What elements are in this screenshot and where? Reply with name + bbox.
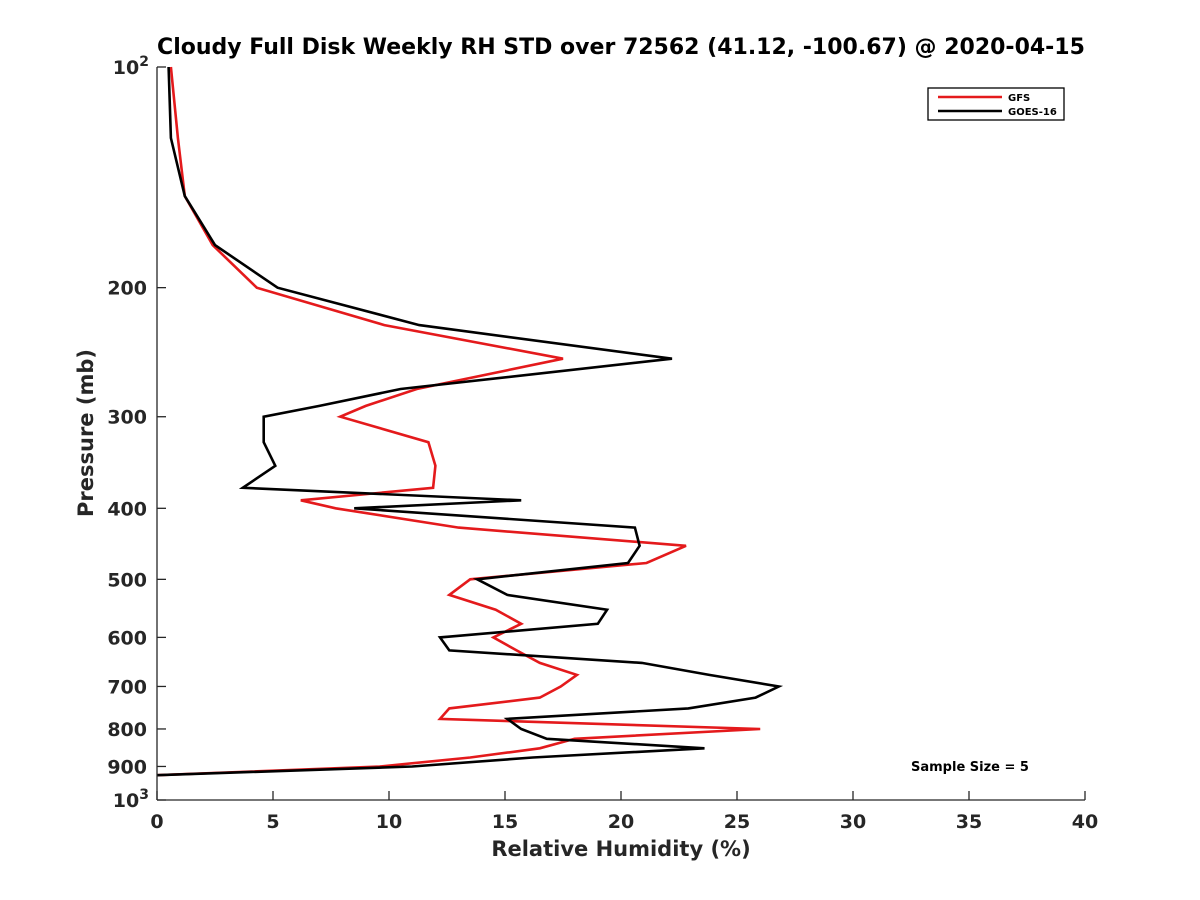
y-tick-label: 900 [107, 756, 147, 778]
legend: GFS GOES-16 [927, 87, 1065, 121]
plot-area [157, 67, 1085, 800]
y-tick-label: 103 [113, 787, 149, 812]
x-tick-label: 30 [840, 811, 866, 833]
x-tick-label: 10 [376, 811, 402, 833]
x-axis-title: Relative Humidity (%) [491, 837, 750, 861]
y-tick-label: 700 [107, 676, 147, 698]
legend-label: GFS [1008, 93, 1030, 104]
sample-size-annotation: Sample Size = 5 [911, 760, 1029, 775]
y-tick-label: 600 [107, 627, 147, 649]
y-tick-label: 200 [107, 278, 147, 300]
axes-layer: 0 5 10 15 20 25 30 35 40 102 200 300 400 500 600 700 800… [107, 54, 1098, 833]
x-tick-label: 20 [608, 811, 634, 833]
y-tick-label: 300 [107, 407, 147, 429]
y-tick-label: 400 [107, 498, 147, 520]
legend-box [927, 87, 1065, 121]
x-tick-label: 40 [1072, 811, 1098, 833]
chart-title: Cloudy Full Disk Weekly RH STD over 7256… [157, 35, 1085, 60]
y-tick-label: 800 [107, 719, 147, 741]
x-tick-label: 15 [492, 811, 518, 833]
y-tick-label: 102 [113, 54, 149, 79]
series-layer [156, 66, 784, 777]
series-line-goes-16 [156, 66, 784, 777]
plot-background [157, 67, 1085, 800]
x-tick-label: 35 [956, 811, 982, 833]
x-tick-label: 5 [266, 811, 279, 833]
y-axis-title: Pressure (mb) [74, 349, 98, 517]
legend-label: GOES-16 [1008, 107, 1057, 118]
x-tick-label: 25 [724, 811, 750, 833]
y-tick-label: 500 [107, 569, 147, 591]
x-tick-label: 0 [150, 811, 163, 833]
